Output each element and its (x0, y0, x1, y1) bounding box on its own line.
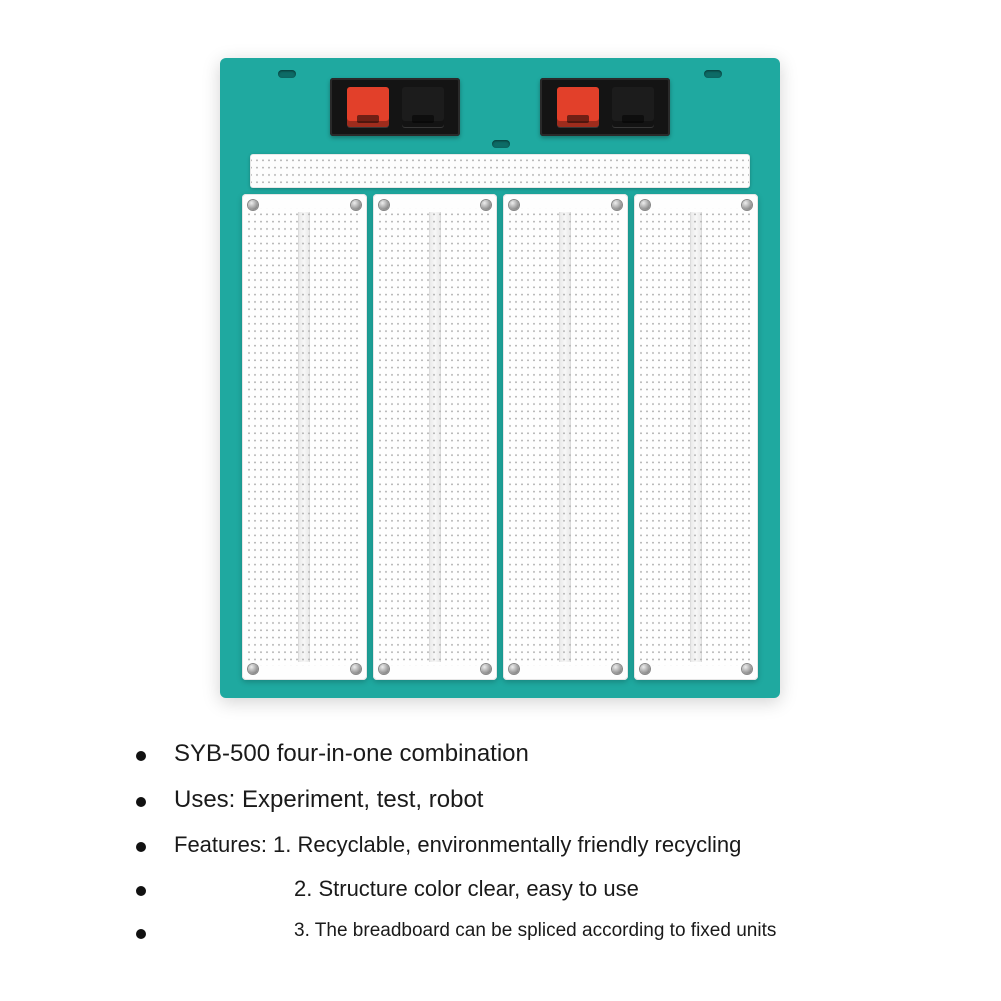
screw-icon (248, 664, 258, 674)
bullet-item: Features: 1. Recyclable, environmentally… (130, 832, 890, 858)
mount-slot (278, 70, 296, 78)
power-rail-strip (250, 154, 750, 188)
screw-icon (481, 200, 491, 210)
tie-point-grid (640, 208, 753, 666)
terminal-tab-red (347, 87, 389, 127)
screw-icon (351, 200, 361, 210)
screw-icon (351, 664, 361, 674)
breadboard-panel (634, 194, 759, 680)
tie-point-grid (509, 208, 622, 666)
terminal-block-left (330, 78, 460, 136)
screw-icon (640, 200, 650, 210)
screw-icon (379, 200, 389, 210)
bullet-text: 3. The breadboard can be spliced accordi… (294, 920, 776, 941)
bullet-item: SYB-500 four-in-one combination (130, 740, 890, 768)
bullet-item: 2. Structure color clear, easy to use (130, 876, 890, 902)
screw-icon (742, 200, 752, 210)
screw-icon (509, 664, 519, 674)
screw-icon (742, 664, 752, 674)
terminal-tab-black (612, 87, 654, 127)
description-list: SYB-500 four-in-one combination Uses: Ex… (130, 740, 890, 960)
terminal-tab-black (402, 87, 444, 127)
bullet-item: Uses: Experiment, test, robot (130, 786, 890, 814)
screw-icon (612, 200, 622, 210)
bullet-item: 3. The breadboard can be spliced accordi… (130, 920, 890, 942)
bullet-text: Features: 1. Recyclable, environmentally… (174, 832, 741, 857)
mount-slot (492, 140, 510, 148)
tie-point-grid (248, 208, 361, 666)
screw-icon (379, 664, 389, 674)
terminal-block-right (540, 78, 670, 136)
breadboard-panel (242, 194, 367, 680)
screw-icon (640, 664, 650, 674)
breadboard-panel (373, 194, 498, 680)
mount-slot (704, 70, 722, 78)
bullet-text: Uses: Experiment, test, robot (174, 786, 483, 813)
breadboard-panel (503, 194, 628, 680)
screw-icon (248, 200, 258, 210)
screw-icon (509, 200, 519, 210)
product-image (220, 58, 780, 698)
bullet-text: 2. Structure color clear, easy to use (294, 876, 639, 901)
screw-icon (612, 664, 622, 674)
screw-icon (481, 664, 491, 674)
tie-point-grid (379, 208, 492, 666)
terminal-tab-red (557, 87, 599, 127)
bullet-text: SYB-500 four-in-one combination (174, 740, 529, 767)
breadboard-panels (242, 194, 758, 680)
